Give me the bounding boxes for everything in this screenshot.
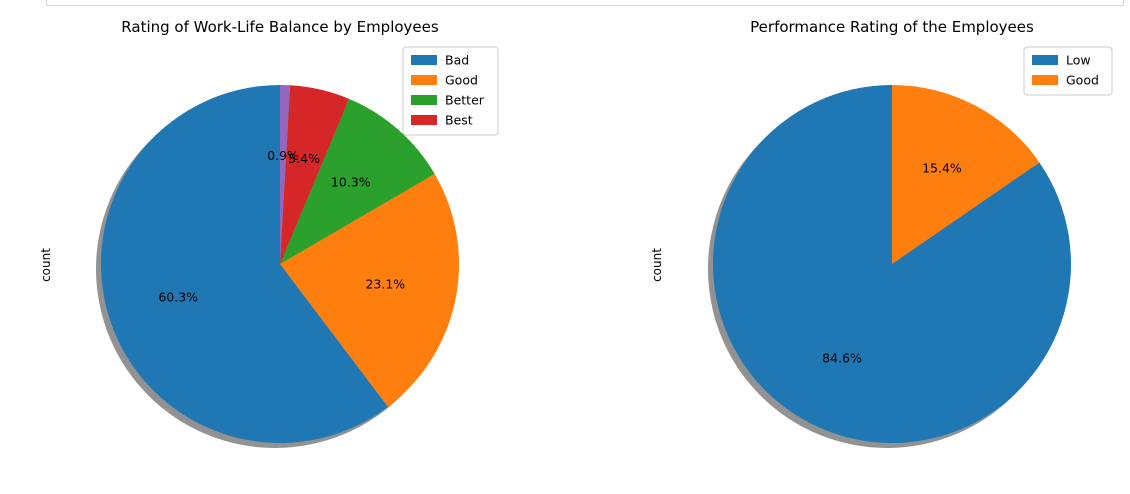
legend: Bad Good Better Best — [402, 46, 499, 136]
legend-swatch — [1032, 55, 1058, 65]
slice-percent-label: 15.4% — [922, 160, 962, 175]
pie: 84.6% 15.4% — [708, 84, 1071, 448]
pie-slice — [280, 85, 291, 264]
slice-percent-label: 23.1% — [365, 277, 405, 292]
performance-chart: Performance Rating of the Employees coun… — [650, 18, 1113, 448]
slice-percent-label: 5.4% — [288, 151, 320, 166]
chart-title: Rating of Work-Life Balance by Employees — [121, 18, 439, 36]
y-axis-label: count — [650, 248, 664, 282]
pie: 60.3% 23.1% 10.3% 5.4%0.9% — [96, 85, 459, 448]
legend-swatch — [1032, 75, 1058, 85]
pie-slice — [100, 85, 388, 443]
legend: Low Good — [1023, 46, 1113, 96]
legend-label: Bad — [445, 53, 469, 68]
legend-swatch — [411, 115, 437, 125]
legend-label: Better — [445, 93, 485, 108]
pie-slice — [280, 85, 350, 264]
pie-slice — [280, 98, 435, 264]
slice-percent-label: 0.9% — [267, 148, 299, 163]
worklife-chart: Rating of Work-Life Balance by Employees… — [39, 18, 499, 448]
y-axis-label: count — [39, 248, 53, 282]
pie-slice — [280, 173, 459, 407]
legend-swatch — [411, 75, 437, 85]
chart-title: Performance Rating of the Employees — [750, 18, 1034, 36]
slice-percent-label: 10.3% — [331, 175, 371, 190]
output-cell-border — [46, 0, 1124, 6]
slice-percent-label: 84.6% — [822, 351, 862, 366]
legend-swatch — [411, 55, 437, 65]
legend-label: Low — [1066, 53, 1091, 68]
legend-label: Good — [445, 73, 478, 88]
legend-label: Good — [1066, 73, 1099, 88]
slice-percent-label: 60.3% — [158, 290, 198, 305]
legend-swatch — [411, 95, 437, 105]
pie-slice — [712, 85, 1071, 443]
legend-label: Best — [445, 113, 473, 128]
pie-slice — [892, 84, 1040, 264]
legend-box — [402, 46, 499, 136]
